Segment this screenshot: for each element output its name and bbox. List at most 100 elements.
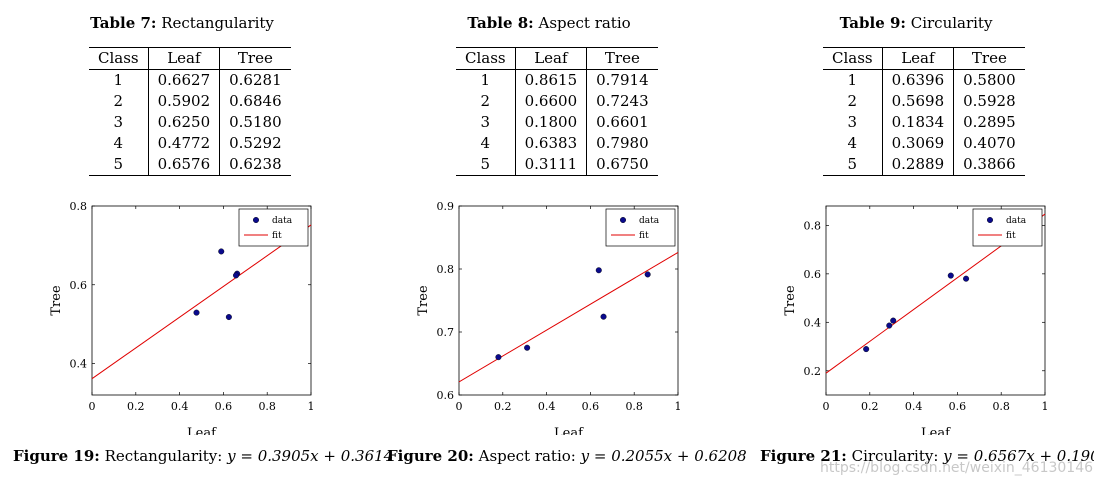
data-table: Class Leaf Tree 1 0.8615 0.7914 2 0.6600 0.7… xyxy=(456,47,658,176)
column-header: Class xyxy=(456,47,516,70)
column-header: Leaf xyxy=(148,47,221,70)
table-row: 4 0.6383 0.7980 xyxy=(456,133,658,154)
x-tick-label: 0.2 xyxy=(861,400,879,413)
legend-fit-label: fit xyxy=(639,231,649,241)
legend-data-marker xyxy=(619,217,626,224)
x-tick-label: 0.2 xyxy=(494,400,512,413)
x-tick-label: 0.4 xyxy=(538,400,556,413)
table-row: 1 0.6627 0.6281 xyxy=(89,69,291,91)
x-tick-label: 0 xyxy=(456,400,463,413)
data-point xyxy=(595,267,602,274)
scatter-chart: 0 0.2 0.4 0.6 0.8 1 0.6 0.7 0.8 0.9 Leaf Tree data fi… xyxy=(416,200,682,435)
data-point xyxy=(600,313,607,320)
data-table: Class Leaf Tree 1 0.6627 0.6281 2 0.5902 0.6… xyxy=(89,47,291,176)
legend-box xyxy=(238,208,309,247)
data-point xyxy=(495,354,502,361)
x-tick-label: 0.4 xyxy=(905,400,923,413)
table-caption: Table 9: Circularity xyxy=(839,14,993,32)
data-point xyxy=(890,317,897,324)
legend-data-label: data xyxy=(639,216,660,226)
y-tick-label: 0.9 xyxy=(437,200,455,213)
x-tick-label: 1 xyxy=(1042,400,1049,413)
table-row: 1 0.6396 0.5800 xyxy=(823,69,1025,91)
data-point xyxy=(947,272,954,279)
legend-fit-label: fit xyxy=(1006,231,1016,241)
figure-caption: Figure 21: Circularity: y = 0.6567x + 0.… xyxy=(760,447,1094,465)
y-axis-label: Tree xyxy=(783,285,798,316)
y-axis-label: Tree xyxy=(49,285,64,316)
x-tick-label: 0.8 xyxy=(625,400,643,413)
column-header: Leaf xyxy=(515,47,588,70)
table-row: 1 0.8615 0.7914 xyxy=(456,69,658,91)
y-tick-label: 0.6 xyxy=(804,268,822,281)
legend-data-label: data xyxy=(1006,216,1027,226)
y-tick-label: 0.8 xyxy=(437,263,455,276)
x-tick-label: 0 xyxy=(823,400,830,413)
axes-frame xyxy=(458,205,679,396)
x-tick-label: 0.6 xyxy=(949,400,967,413)
x-tick-label: 1 xyxy=(675,400,682,413)
table-row: 4 0.4772 0.5292 xyxy=(89,133,291,154)
y-tick-label: 0.4 xyxy=(804,316,822,329)
table-row: 2 0.5698 0.5928 xyxy=(823,91,1025,112)
data-point xyxy=(886,322,893,329)
y-tick-label: 0.8 xyxy=(804,219,822,232)
x-tick-label: 1 xyxy=(308,400,315,413)
legend-data-label: data xyxy=(272,216,293,226)
x-tick-label: 0.8 xyxy=(258,400,276,413)
x-tick-label: 0.2 xyxy=(127,400,145,413)
x-tick-label: 0.6 xyxy=(215,400,233,413)
scatter-chart: 0 0.2 0.4 0.6 0.8 1 0.4 0.6 0.8 Leaf Tree data fit xyxy=(49,200,315,435)
table-row: 5 0.6576 0.6238 xyxy=(89,154,291,176)
data-point xyxy=(225,314,232,321)
legend-data-marker xyxy=(986,217,993,224)
legend-box xyxy=(972,208,1043,247)
y-tick-label: 0.2 xyxy=(804,365,822,378)
scatter-chart: 0 0.2 0.4 0.6 0.8 1 0.2 0.4 0.6 0.8 Leaf Tree data fi… xyxy=(783,205,1049,435)
figure-caption: Figure 19: Rectangularity: y = 0.3905x +… xyxy=(13,447,394,465)
column-header: Tree xyxy=(237,49,273,67)
column-header: Class xyxy=(823,47,883,70)
table-row: 3 0.1834 0.2895 xyxy=(823,112,1025,133)
x-axis-label: Leaf xyxy=(921,426,951,435)
y-tick-label: 0.8 xyxy=(70,200,88,213)
x-tick-label: 0.4 xyxy=(171,400,189,413)
table-row: 3 0.6250 0.5180 xyxy=(89,112,291,133)
panel-circularity: Table 9: Circularity Class Leaf Tree 1 0.… xyxy=(734,0,1094,487)
column-header: Tree xyxy=(604,49,640,67)
data-point xyxy=(963,275,970,282)
data-point xyxy=(218,248,225,255)
table-caption: Table 7: Rectangularity xyxy=(90,14,274,32)
panel-rectangularity: Table 7: Rectangularity Class Leaf Tree … xyxy=(0,0,393,487)
table-caption: Table 8: Aspect ratio xyxy=(467,14,631,32)
data-point xyxy=(524,344,531,351)
table-row: 2 0.6600 0.7243 xyxy=(456,91,658,112)
table-row: 2 0.5902 0.6846 xyxy=(89,91,291,112)
data-table: Class Leaf Tree 1 0.6396 0.5800 2 0.5698 0.5… xyxy=(823,47,1025,176)
table-row: 5 0.3111 0.6750 xyxy=(456,154,658,176)
watermark: https://blog.csdn.net/weixin_46130146 xyxy=(820,460,1094,476)
column-header: Leaf xyxy=(882,47,955,70)
y-axis-label: Tree xyxy=(416,285,431,316)
table-row: 3 0.1800 0.6601 xyxy=(456,112,658,133)
x-tick-label: 0 xyxy=(89,400,96,413)
fit-line xyxy=(458,252,679,383)
fit-line xyxy=(91,224,312,380)
y-tick-label: 0.6 xyxy=(437,389,455,402)
column-header: Class xyxy=(89,47,149,70)
x-axis-label: Leaf xyxy=(554,426,584,435)
table-row: 4 0.3069 0.4070 xyxy=(823,133,1025,154)
legend-data-marker xyxy=(252,217,259,224)
column-header: Tree xyxy=(971,49,1007,67)
x-tick-label: 0.6 xyxy=(582,400,600,413)
figure-caption: Figure 20: Aspect ratio: y = 0.2055x + 0… xyxy=(387,447,747,465)
table-row: 5 0.2889 0.3866 xyxy=(823,154,1025,176)
data-point xyxy=(193,309,200,316)
x-axis-label: Leaf xyxy=(187,426,217,435)
y-tick-label: 0.7 xyxy=(437,326,455,339)
data-point xyxy=(863,346,870,353)
legend-box xyxy=(605,208,676,247)
x-tick-label: 0.8 xyxy=(992,400,1010,413)
y-tick-label: 0.6 xyxy=(70,279,88,292)
